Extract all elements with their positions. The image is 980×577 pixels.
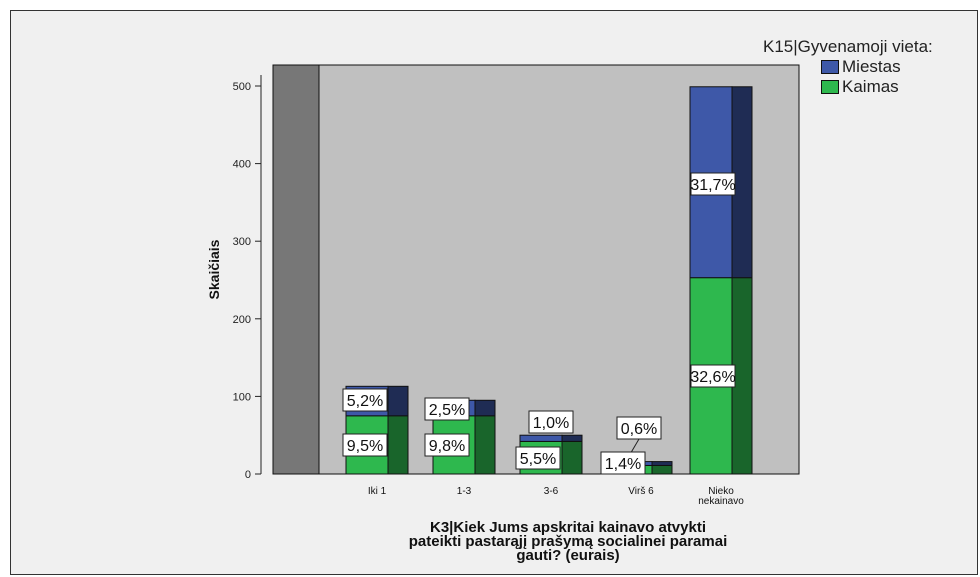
data-label-kaimas-0: 9,5%	[347, 438, 383, 455]
bar-side-kaimas-2	[561, 440, 583, 475]
legend-swatch-kaimas	[821, 80, 839, 94]
data-label-miestas-3-box	[616, 416, 662, 440]
data-label-kaimas-0-box	[342, 433, 388, 457]
x-tick-label-0: Iki 1	[368, 486, 387, 497]
data-label-kaimas-3: 1,4%	[605, 456, 641, 473]
bar-side-kaimas-3	[651, 464, 673, 475]
data-label-miestas-1-box	[424, 397, 470, 421]
data-label-kaimas-3-box	[600, 451, 646, 475]
data-label-miestas-3: 0,6%	[621, 421, 657, 438]
data-label-kaimas-1: 9,8%	[429, 438, 465, 455]
y-tick-label-2: 200	[233, 314, 251, 326]
legend-title: K15|Gyvenamoji vieta:	[763, 37, 933, 56]
data-label-kaimas-4-box	[690, 364, 736, 388]
legend-label-miestas: Miestas	[842, 57, 901, 76]
y-tick-label-5: 500	[233, 81, 251, 93]
y-tick-label-3: 300	[233, 236, 251, 248]
x-tick-label-2: 3-6	[544, 486, 559, 497]
bar-side-kaimas-0	[387, 415, 409, 475]
plot-left-wall	[272, 64, 320, 475]
data-label-miestas-4-box	[690, 172, 736, 196]
data-label-miestas-1: 2,5%	[429, 402, 465, 419]
legend-item-kaimas: Kaimas	[821, 77, 933, 97]
x-axis-title-line-1: pateikti pastarąjį prašymą socialinei pa…	[409, 533, 728, 550]
bar-front-miestas-2	[519, 434, 563, 442]
bar-chart: 0 100 200 300 400 500 Skaičiais Iki 1 1-3 3-6 Virš…	[206, 64, 800, 564]
data-label-miestas-0: 5,2%	[347, 393, 383, 410]
data-label-kaimas-4: 32,6%	[690, 369, 735, 386]
x-axis-title-line-2: gauti? (eurais)	[516, 547, 619, 564]
y-tick-label-1: 100	[233, 391, 251, 403]
data-label-miestas-0-box	[342, 388, 388, 412]
legend-swatch-miestas	[821, 60, 839, 74]
legend: K15|Gyvenamoji vieta: Miestas Kaimas	[763, 37, 933, 97]
bar-side-miestas-1	[474, 399, 496, 417]
chart-frame: 0 100 200 300 400 500 Skaičiais Iki 1 1-3 3-6 Virš…	[10, 10, 978, 575]
x-axis-title-line-0: K3|Kiek Jums apskritai kainavo atvykti	[430, 519, 706, 536]
x-tick-label-4-1: nekainavo	[698, 496, 744, 507]
data-label-miestas-2: 1,0%	[533, 415, 569, 432]
y-tick-label-0: 0	[245, 469, 251, 481]
y-tick-label-4: 400	[233, 159, 251, 171]
y-axis-title: Skaičiais	[206, 239, 222, 299]
bar-side-miestas-2	[561, 434, 583, 442]
x-tick-label-1: 1-3	[457, 486, 472, 497]
legend-label-kaimas: Kaimas	[842, 77, 899, 96]
data-label-kaimas-1-box	[424, 433, 470, 457]
bar-side-kaimas-1	[474, 415, 496, 475]
x-tick-label-3: Virš 6	[628, 486, 654, 497]
legend-item-miestas: Miestas	[821, 57, 933, 77]
bar-side-miestas-0	[387, 385, 409, 417]
bar-side-miestas-3	[651, 461, 673, 466]
data-label-miestas-2-box	[528, 410, 574, 434]
data-label-kaimas-2: 5,5%	[520, 451, 556, 468]
data-label-miestas-4: 31,7%	[690, 177, 735, 194]
x-tick-label-4: Nieko	[708, 486, 734, 497]
data-label-kaimas-2-box	[515, 446, 561, 470]
